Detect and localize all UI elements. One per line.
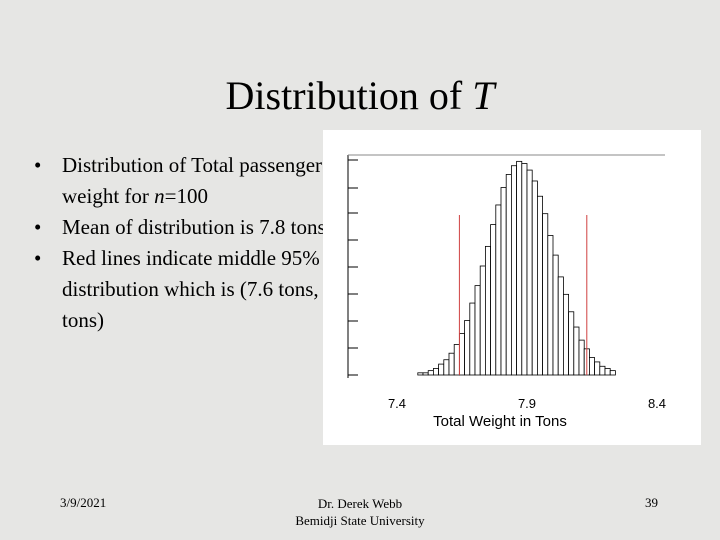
footer-date: 3/9/2021 — [60, 495, 107, 510]
bar — [589, 357, 596, 376]
bar — [552, 254, 559, 376]
bar — [438, 363, 445, 376]
bar — [458, 333, 465, 376]
bar — [547, 235, 554, 376]
bullet-text: Mean of distribution is 7.8 tons — [62, 215, 326, 239]
slide-title: Distribution of T — [0, 72, 720, 119]
author: Dr. Derek Webb — [317, 496, 403, 511]
affiliation: Bemidji State University — [295, 513, 425, 528]
bar — [537, 195, 544, 376]
bar — [469, 302, 476, 376]
bullet: Distribution of Total passenger weight f… — [34, 150, 362, 212]
bar — [490, 224, 497, 376]
bar — [495, 204, 502, 376]
bullet: Mean of distribution is 7.8 tons — [34, 212, 362, 243]
footer-page: 39 — [645, 495, 658, 510]
bar — [604, 368, 611, 376]
bullet-list: Distribution of Total passenger weight f… — [30, 150, 362, 336]
bar — [563, 293, 570, 376]
bullet-text: Distribution of Total passenger weight f… — [62, 153, 323, 208]
bar — [479, 265, 486, 376]
x-axis-label: Total Weight in Tons — [433, 413, 567, 430]
y-axis-dashes — [348, 159, 358, 376]
title-text: Distribution of — [225, 73, 473, 118]
bar — [599, 365, 606, 376]
bar — [526, 169, 533, 376]
bar — [484, 245, 491, 376]
x-tick-label: 7.9 — [518, 396, 536, 411]
bar — [542, 213, 549, 376]
bar — [568, 311, 575, 376]
bullet-text: Red lines indicate middle 95% of distrib… — [62, 246, 351, 332]
x-tick-label: 8.4 — [648, 396, 666, 411]
bar — [505, 174, 512, 376]
bar — [474, 285, 481, 376]
bullet-text: n — [154, 184, 165, 208]
bar — [453, 344, 460, 376]
bar — [516, 160, 523, 376]
bar — [448, 352, 455, 376]
bar — [464, 320, 471, 376]
bullet: Red lines indicate middle 95% of distrib… — [34, 243, 362, 336]
bar — [609, 370, 616, 376]
bar — [573, 326, 580, 376]
bar — [521, 163, 528, 376]
bar — [557, 276, 564, 376]
bar — [443, 359, 450, 376]
x-tick-label: 7.4 — [388, 396, 406, 411]
bar — [432, 368, 439, 376]
bar — [578, 339, 585, 376]
bar — [427, 370, 434, 376]
bar — [594, 361, 601, 376]
bar — [422, 372, 429, 376]
bar — [510, 165, 517, 376]
bullet-text: =100 — [164, 184, 208, 208]
footer-author: Dr. Derek Webb Bemidji State University — [260, 495, 460, 529]
bar — [531, 180, 538, 376]
bar — [500, 187, 507, 376]
bar — [417, 372, 424, 376]
title-italic: T — [472, 73, 495, 118]
